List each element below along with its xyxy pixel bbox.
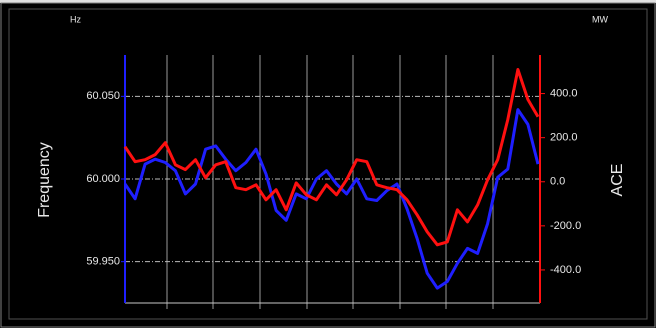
y2-tick-label: -200.0 [550,220,581,232]
y2-tick-label: -400.0 [550,264,581,276]
y2-tick-label: 200.0 [550,132,578,144]
y-tick-label: 60.050 [86,90,120,102]
window-edge [0,0,656,3]
y-axis-label: Frequency [36,142,53,218]
right-unit: MW [592,14,608,24]
data-line [123,108,540,290]
inner-frame [8,8,648,320]
time-grid [166,55,494,309]
y2-tick-label: 0.0 [550,176,565,188]
y2-axis-label: ACE [609,164,626,197]
y-tick-label: 59.950 [86,256,120,268]
y2-tick-label: 400.0 [550,87,578,99]
y-tick-label: 60.000 [86,173,120,185]
data-line [123,68,540,247]
left-unit: Hz [70,14,81,24]
